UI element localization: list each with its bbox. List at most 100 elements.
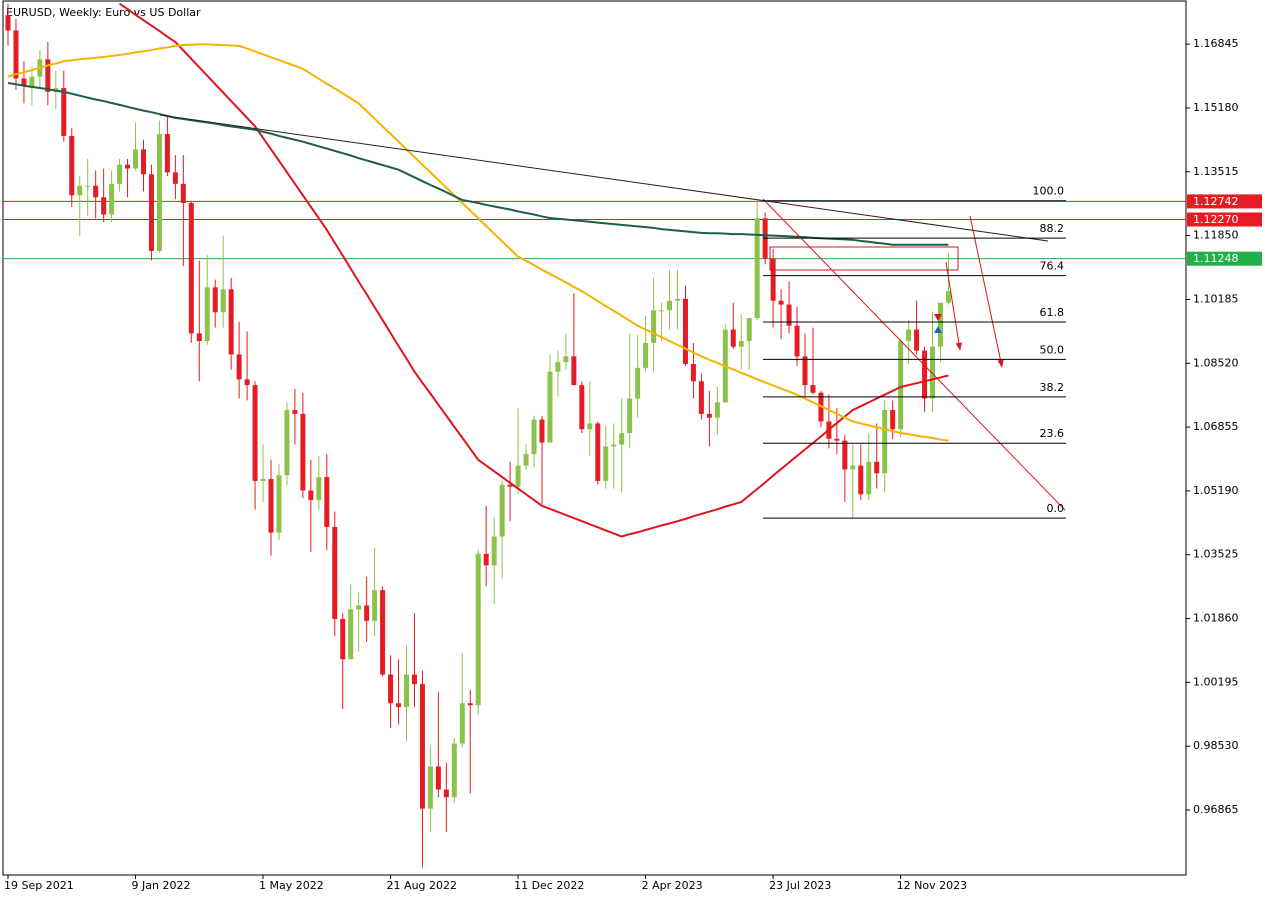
candle-body bbox=[419, 684, 425, 809]
x-tick-label: 1 May 2022 bbox=[259, 879, 324, 892]
candle-body bbox=[300, 413, 306, 491]
candle-body bbox=[531, 419, 537, 455]
fib-label: 50.0 bbox=[1040, 343, 1065, 356]
candle-body bbox=[117, 164, 123, 184]
candle-body bbox=[850, 465, 856, 470]
candle-body bbox=[467, 703, 473, 706]
y-tick-label: 1.10185 bbox=[1193, 292, 1239, 305]
candle-body bbox=[627, 398, 633, 434]
candle-body bbox=[523, 454, 529, 466]
y-tick-label: 1.08520 bbox=[1193, 356, 1239, 369]
x-tick-label: 9 Jan 2022 bbox=[132, 879, 191, 892]
candle-body bbox=[475, 553, 481, 706]
x-tick-label: 23 Jul 2023 bbox=[769, 879, 831, 892]
candle-body bbox=[730, 329, 736, 347]
candle-body bbox=[930, 346, 936, 399]
candle-body bbox=[643, 342, 649, 368]
candle-body bbox=[427, 766, 433, 809]
candle-body bbox=[690, 364, 696, 382]
x-tick-label: 19 Sep 2021 bbox=[4, 879, 74, 892]
candle-body bbox=[945, 291, 951, 303]
candle-body bbox=[651, 310, 657, 343]
candle-body bbox=[587, 423, 593, 430]
candle-body bbox=[667, 300, 673, 311]
candle-body bbox=[348, 609, 354, 660]
annotations bbox=[159, 114, 1066, 511]
fib-label: 0.0 bbox=[1047, 502, 1065, 515]
candle-body bbox=[188, 203, 194, 334]
y-tick-label: 1.00195 bbox=[1193, 675, 1239, 688]
candle-body bbox=[603, 446, 609, 481]
arrow bbox=[969, 215, 1004, 368]
y-tick-label: 0.98530 bbox=[1193, 739, 1239, 752]
candle-body bbox=[340, 618, 346, 660]
y-tick-label: 0.96865 bbox=[1193, 803, 1239, 816]
candle-body bbox=[914, 329, 920, 351]
plot-area bbox=[3, 2, 1186, 868]
candle-body bbox=[5, 15, 11, 31]
candle-body bbox=[802, 356, 808, 386]
candle-body bbox=[140, 149, 146, 175]
price-label: 1.12270 bbox=[1193, 213, 1239, 226]
price-label: 1.12742 bbox=[1193, 195, 1239, 208]
candle-body bbox=[555, 362, 561, 372]
candle-body bbox=[21, 78, 27, 87]
candle-body bbox=[451, 743, 457, 798]
candle-body bbox=[236, 354, 242, 380]
trendline bbox=[762, 198, 1066, 511]
candle-body bbox=[156, 134, 162, 251]
candle-body bbox=[45, 59, 51, 92]
candle-body bbox=[635, 367, 641, 399]
candle-body bbox=[244, 379, 250, 386]
fib-label: 23.6 bbox=[1040, 427, 1065, 440]
candle-body bbox=[69, 135, 75, 196]
x-tick-label: 12 Nov 2023 bbox=[897, 879, 967, 892]
candle-body bbox=[937, 302, 943, 347]
price-label-box bbox=[1187, 251, 1262, 266]
candle-body bbox=[435, 766, 441, 790]
candle-body bbox=[85, 185, 91, 187]
y-tick-label: 1.03525 bbox=[1193, 548, 1239, 561]
candle-body bbox=[324, 477, 330, 527]
fib-label: 88.2 bbox=[1040, 222, 1065, 235]
candle-body bbox=[483, 553, 489, 566]
candle-body bbox=[898, 341, 904, 430]
y-tick-label: 1.06855 bbox=[1193, 420, 1239, 433]
x-tick-label: 2 Apr 2023 bbox=[642, 879, 703, 892]
candle-body bbox=[706, 413, 712, 418]
candle-body bbox=[539, 419, 545, 443]
y-tick-label: 1.16845 bbox=[1193, 37, 1239, 50]
candle-body bbox=[388, 674, 394, 704]
price-label: 1.11248 bbox=[1193, 252, 1239, 265]
candle-body bbox=[595, 423, 601, 481]
arrow bbox=[945, 261, 963, 351]
candle-body bbox=[252, 385, 258, 481]
chart-title: EURUSD, Weekly: Euro vs US Dollar bbox=[6, 6, 201, 19]
price-label-box bbox=[1187, 212, 1262, 227]
candle-body bbox=[93, 185, 99, 198]
candle-body bbox=[858, 465, 864, 495]
candle-body bbox=[284, 410, 290, 476]
moving-average bbox=[7, 43, 949, 442]
candle-body bbox=[714, 402, 720, 418]
fib-label: 38.2 bbox=[1040, 381, 1065, 394]
candle-body bbox=[196, 333, 202, 342]
candle-body bbox=[172, 172, 178, 184]
candle-body bbox=[746, 318, 752, 342]
candle-body bbox=[443, 789, 449, 798]
y-tick-label: 1.15180 bbox=[1193, 101, 1239, 114]
candle-body bbox=[682, 298, 688, 365]
x-tick-label: 21 Aug 2022 bbox=[387, 879, 457, 892]
candle-body bbox=[810, 385, 816, 393]
x-tick-label: 11 Dec 2022 bbox=[514, 879, 584, 892]
candle-body bbox=[109, 183, 115, 215]
y-tick-label: 1.11850 bbox=[1193, 229, 1239, 242]
buy-marker bbox=[934, 326, 942, 333]
candle-body bbox=[571, 356, 577, 386]
candle-body bbox=[356, 605, 362, 610]
candle-body bbox=[882, 410, 888, 474]
zone-rectangle bbox=[769, 246, 959, 271]
candle-body bbox=[228, 289, 234, 355]
